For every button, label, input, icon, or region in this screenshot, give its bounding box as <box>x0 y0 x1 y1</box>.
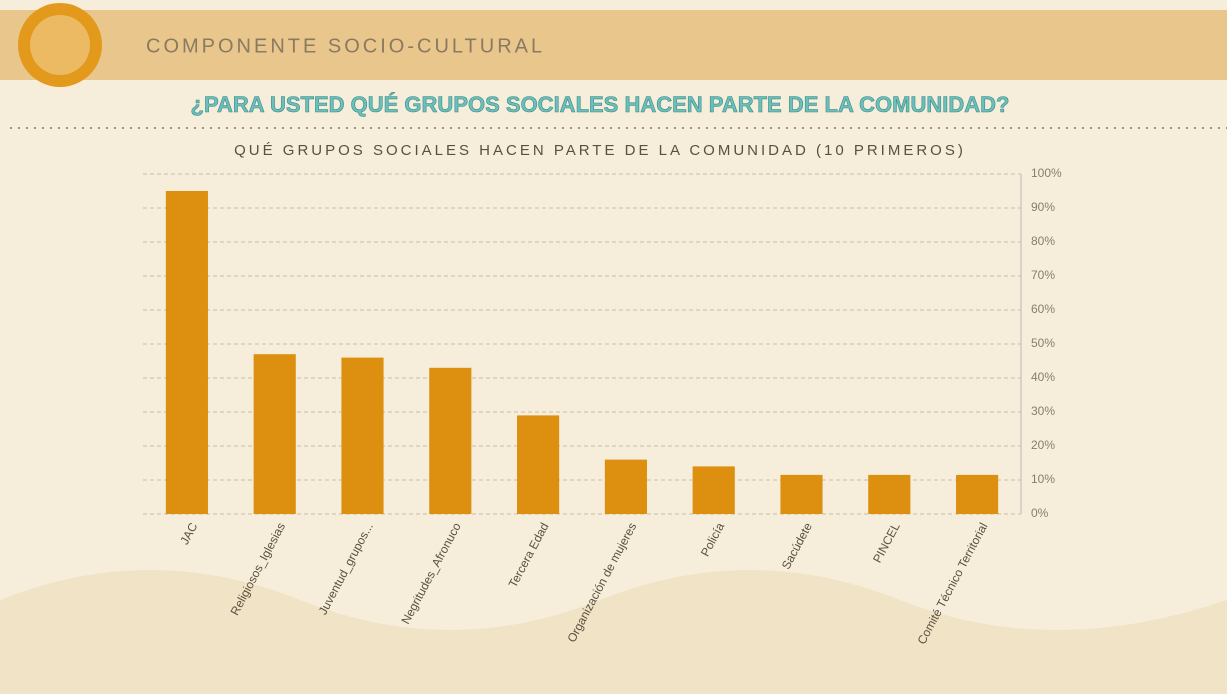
y-tick-label: 0% <box>1031 506 1049 520</box>
bar <box>956 474 999 514</box>
bar <box>165 191 208 514</box>
y-tick-label: 50% <box>1031 336 1055 350</box>
section-icon-inner <box>30 15 90 75</box>
bar <box>517 415 560 514</box>
y-tick-label: 40% <box>1031 370 1055 384</box>
bar <box>429 367 472 514</box>
y-tick-label: 90% <box>1031 200 1055 214</box>
bar <box>341 357 384 514</box>
background-wave <box>0 570 1227 694</box>
bar <box>604 459 647 514</box>
bar <box>868 474 911 514</box>
header-band <box>0 10 1227 80</box>
question-title: ¿PARA USTED QUÉ GRUPOS SOCIALES HACEN PA… <box>191 92 1010 117</box>
y-tick-label: 20% <box>1031 438 1055 452</box>
y-tick-label: 30% <box>1031 404 1055 418</box>
y-tick-label: 100% <box>1031 166 1062 180</box>
section-title: COMPONENTE SOCIO-CULTURAL <box>146 35 545 57</box>
bar <box>780 474 823 514</box>
bar <box>692 466 735 514</box>
y-tick-label: 60% <box>1031 302 1055 316</box>
y-tick-label: 70% <box>1031 268 1055 282</box>
y-tick-label: 80% <box>1031 234 1055 248</box>
y-tick-label: 10% <box>1031 472 1055 486</box>
chart-title: QUÉ GRUPOS SOCIALES HACEN PARTE DE LA CO… <box>234 142 966 159</box>
bar <box>253 354 296 514</box>
